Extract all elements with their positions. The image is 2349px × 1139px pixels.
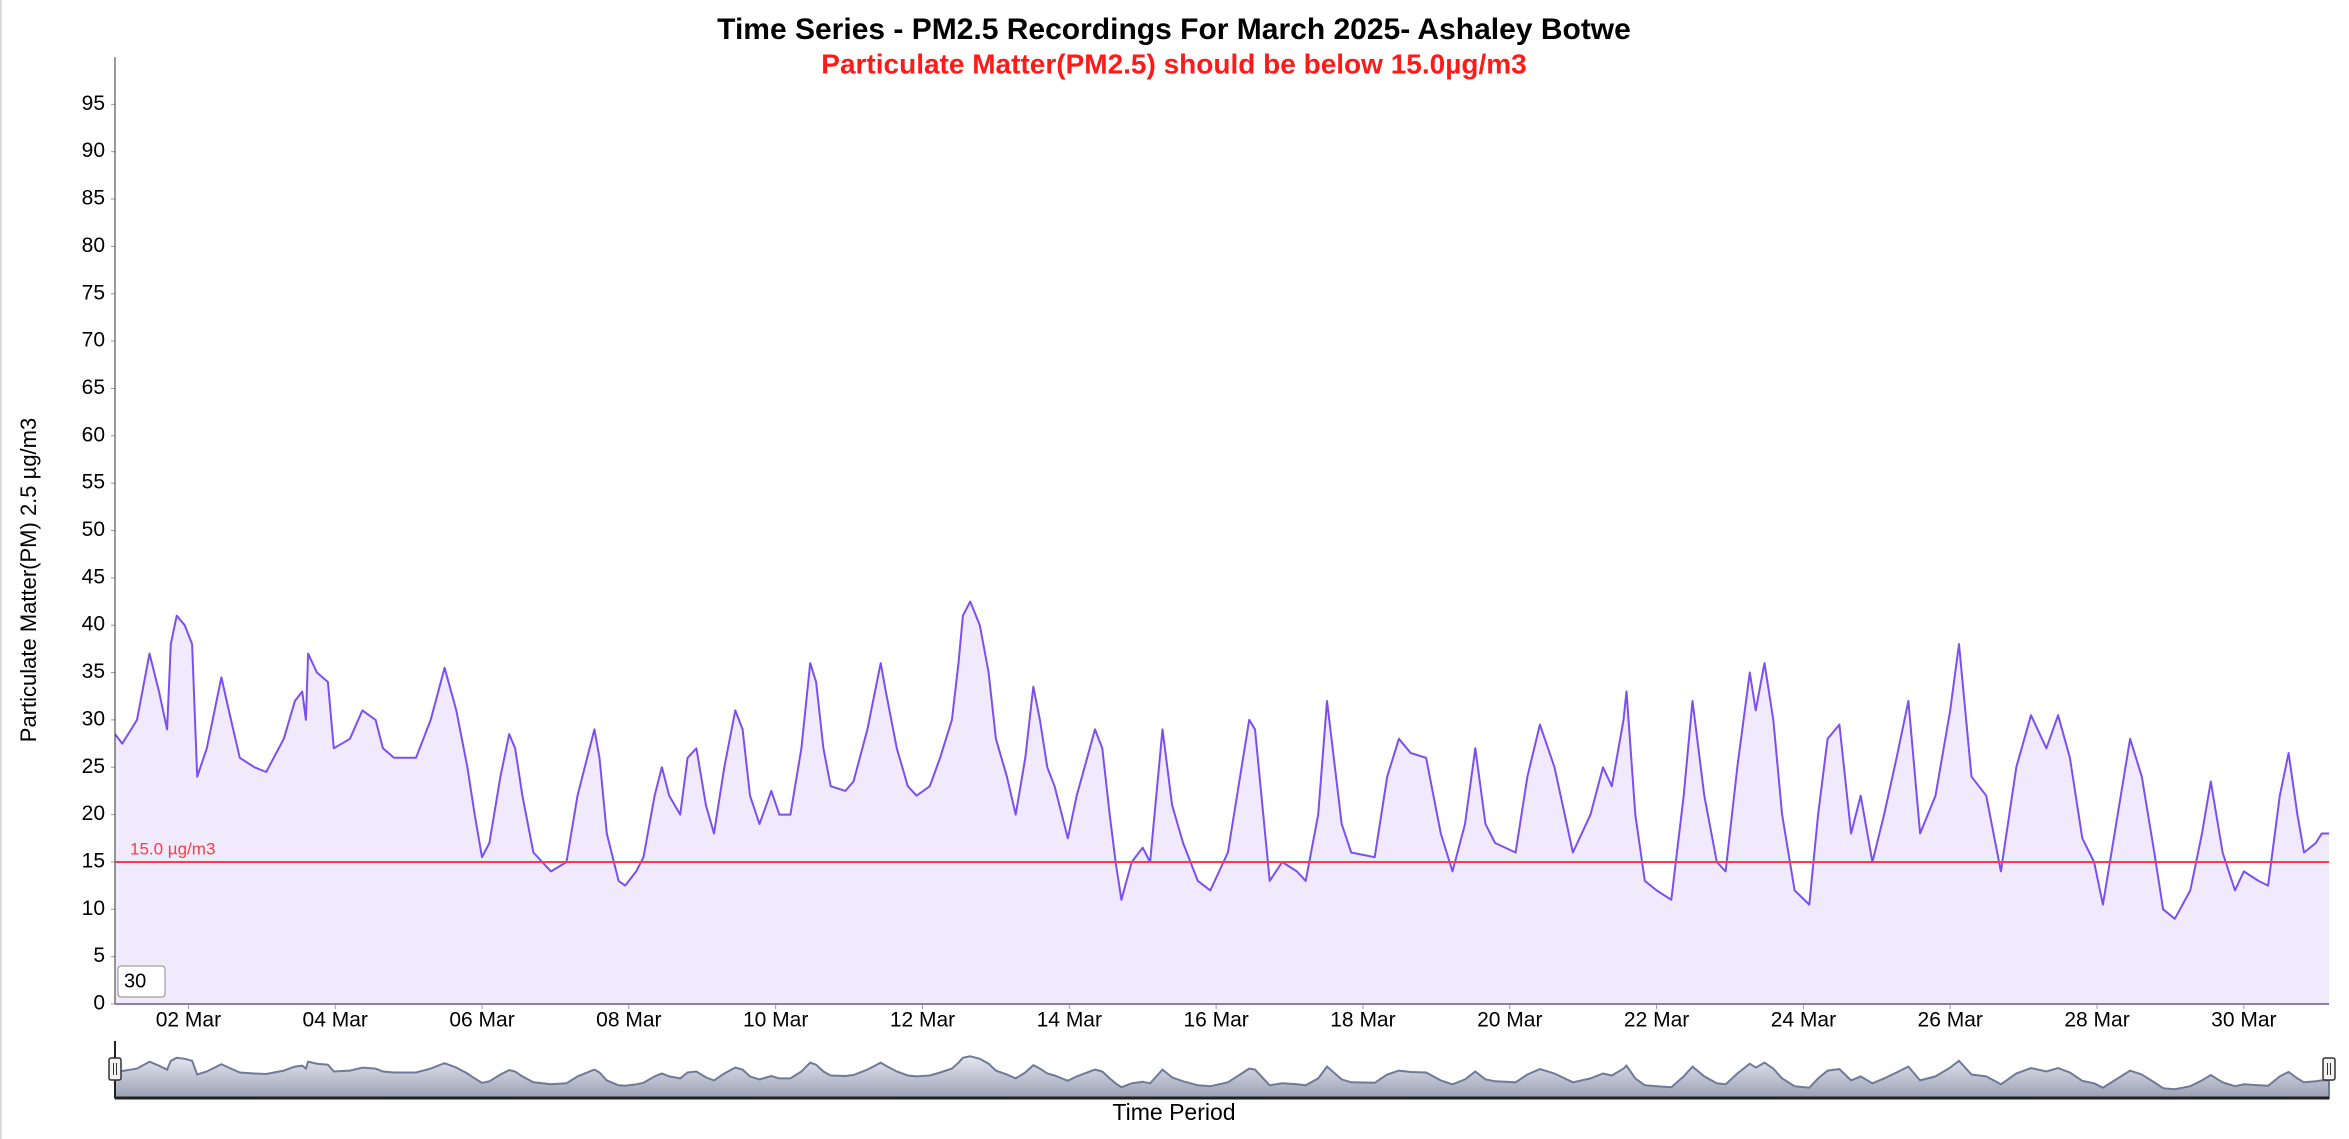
y-tick-label: 35: [82, 660, 105, 683]
y-tick-label: 5: [93, 944, 105, 967]
x-tick-label: 20 Mar: [1477, 1009, 1542, 1032]
chart-subtitle: Particulate Matter(PM2.5) should be belo…: [821, 48, 1526, 79]
area-fill: [115, 601, 2329, 1004]
y-tick-label: 40: [82, 613, 105, 636]
y-tick-label: 60: [82, 423, 105, 446]
threshold-label: 15.0 µg/m3: [130, 839, 215, 858]
x-tick-label: 14 Mar: [1037, 1009, 1102, 1032]
y-tick-label: 50: [82, 518, 105, 541]
x-tick-label: 10 Mar: [743, 1009, 808, 1032]
x-tick-label: 16 Mar: [1183, 1009, 1248, 1032]
y-tick-label: 65: [82, 376, 105, 399]
y-tick-label: 10: [82, 897, 105, 920]
y-tick-label: 75: [82, 281, 105, 304]
x-tick-label: 24 Mar: [1771, 1009, 1836, 1032]
navigator-handle[interactable]: [108, 1057, 122, 1081]
y-tick-label: 20: [82, 802, 105, 825]
x-tick-label: 02 Mar: [156, 1009, 221, 1032]
y-axis-label: Particulate Matter(PM) 2.5 µg/m3: [16, 418, 41, 742]
y-tick-label: 70: [82, 329, 105, 352]
y-tick-label: 45: [82, 565, 105, 588]
plot-layer: 0 5 10 15 20 25 30 35 40 45 50 55 60 65 70 75 80 85 90 95 02…: [82, 57, 2336, 1100]
y-tick-label: 55: [82, 471, 105, 494]
y-tick-label: 30: [82, 707, 105, 730]
x-tick-label: 06 Mar: [449, 1009, 514, 1032]
y-tick-label: 90: [82, 139, 105, 162]
x-axis-label: Time Period: [1112, 1099, 1235, 1125]
range-input: [117, 965, 166, 998]
chart-title: Time Series - PM2.5 Recordings For March…: [717, 13, 1631, 46]
y-tick-label: 25: [82, 755, 105, 778]
x-tick-label: 04 Mar: [303, 1009, 368, 1032]
x-tick-label: 28 Mar: [2064, 1009, 2129, 1032]
x-tick-label: 12 Mar: [890, 1009, 955, 1032]
y-tick-label: 80: [82, 234, 105, 257]
x-tick-label: 18 Mar: [1330, 1009, 1395, 1032]
navigator-handle[interactable]: [2322, 1057, 2336, 1081]
y-tick-label: 0: [93, 992, 105, 1015]
y-tick-label: 95: [82, 92, 105, 115]
y-tick-label: 85: [82, 187, 105, 210]
range-input-value[interactable]: 30: [124, 970, 146, 992]
navigator-area: [114, 1055, 2330, 1099]
x-tick-label: 08 Mar: [596, 1009, 661, 1032]
x-tick-label: 22 Mar: [1624, 1009, 1689, 1032]
y-tick-label: 15: [82, 849, 105, 872]
x-tick-label: 26 Mar: [1918, 1009, 1983, 1032]
x-tick-label: 30 Mar: [2211, 1009, 2276, 1032]
